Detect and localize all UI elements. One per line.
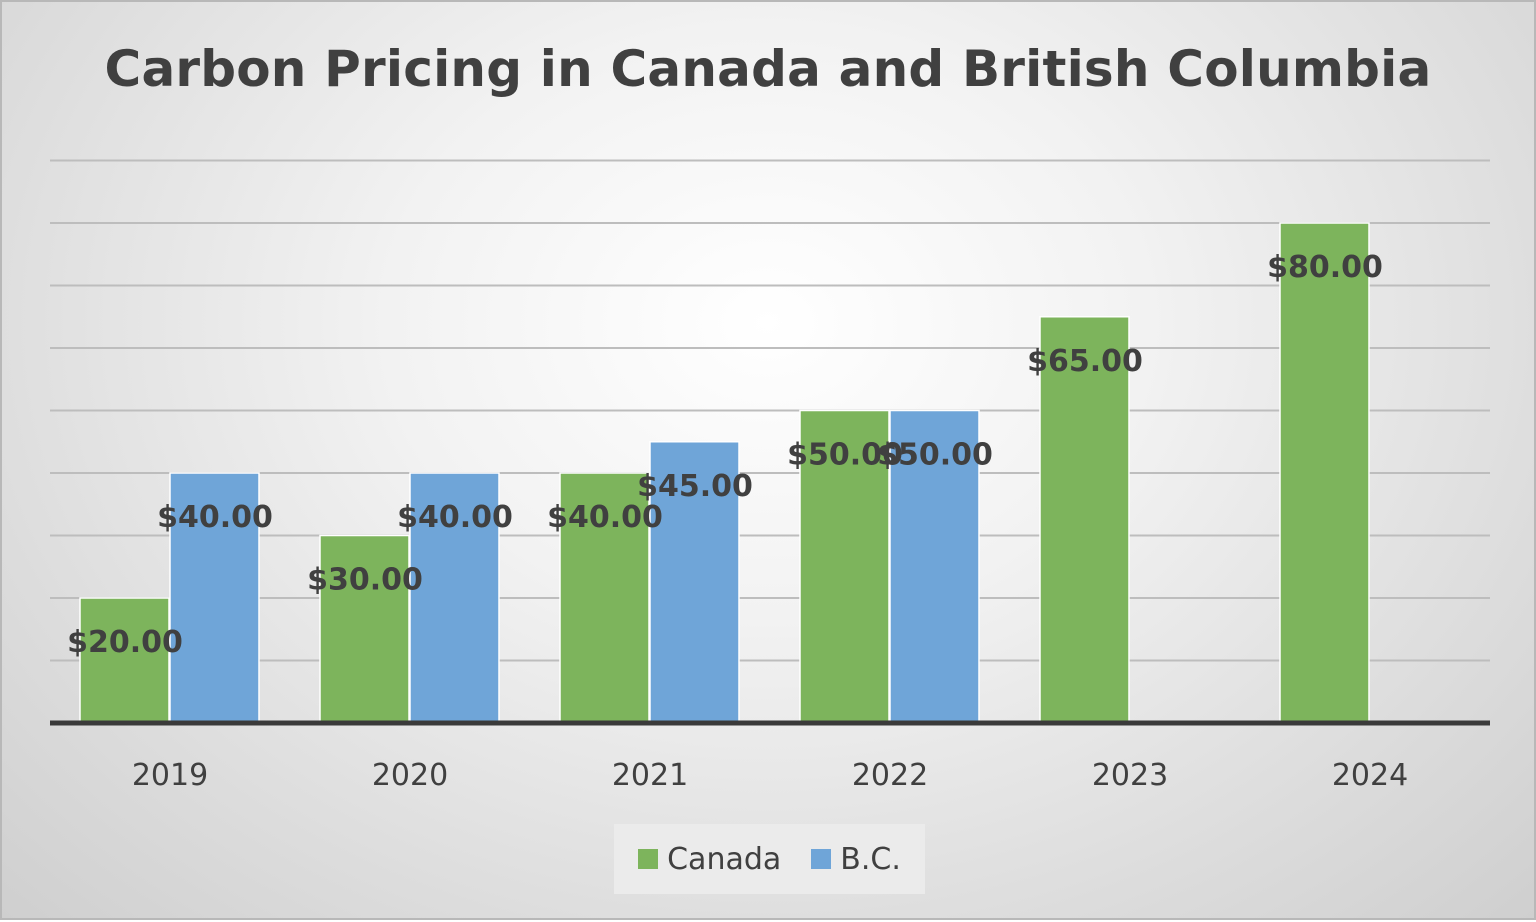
data-label: $80.00 (1267, 250, 1383, 285)
bar-bc-2019 (169, 472, 260, 724)
bars (79, 222, 1370, 724)
x-tick-label: 2020 (372, 758, 448, 793)
bar-canada-2022 (799, 409, 890, 724)
gridlines (50, 159, 1490, 662)
legend-swatch-canada (638, 849, 659, 869)
x-tick-label: 2021 (612, 758, 688, 793)
data-label: $40.00 (157, 500, 273, 535)
bar-canada-2021 (559, 472, 650, 724)
data-label: $20.00 (67, 625, 183, 660)
chart-title: Carbon Pricing in Canada and British Col… (104, 40, 1432, 98)
bar-canada-2024 (1279, 222, 1370, 724)
data-label: $40.00 (547, 500, 663, 535)
bar-bc-2021 (649, 441, 740, 724)
legend-item-bc: B.C. (811, 842, 901, 877)
data-label: $45.00 (637, 469, 753, 504)
legend-label-bc: B.C. (840, 841, 901, 877)
bar-canada-2020 (319, 534, 410, 724)
bar-bc-2022 (889, 409, 980, 724)
x-tick-label: 2019 (132, 758, 208, 793)
x-tick-label: 2023 (1092, 758, 1168, 793)
chart-legend: Canada B.C. (614, 824, 925, 894)
x-tick-label: 2022 (852, 758, 928, 793)
data-labels: $20.00 $30.00 $40.00 $50.00 $65.00 $80.00 $40.… (67, 250, 1383, 660)
x-tick-label: 2024 (1332, 758, 1408, 793)
x-axis-tick-labels: 2019 2020 2021 2022 2023 2024 (132, 758, 1408, 793)
bar-canada-2019 (79, 597, 170, 724)
data-label: $65.00 (1027, 344, 1143, 379)
data-label: $50.00 (787, 438, 903, 473)
legend-item-canada: Canada (638, 842, 781, 877)
bar-bc-2020 (409, 472, 500, 724)
data-label: $30.00 (307, 563, 423, 598)
data-label: $50.00 (877, 438, 993, 473)
legend-swatch-bc (811, 849, 832, 869)
legend-label-canada: Canada (667, 841, 782, 877)
data-label: $40.00 (397, 500, 513, 535)
